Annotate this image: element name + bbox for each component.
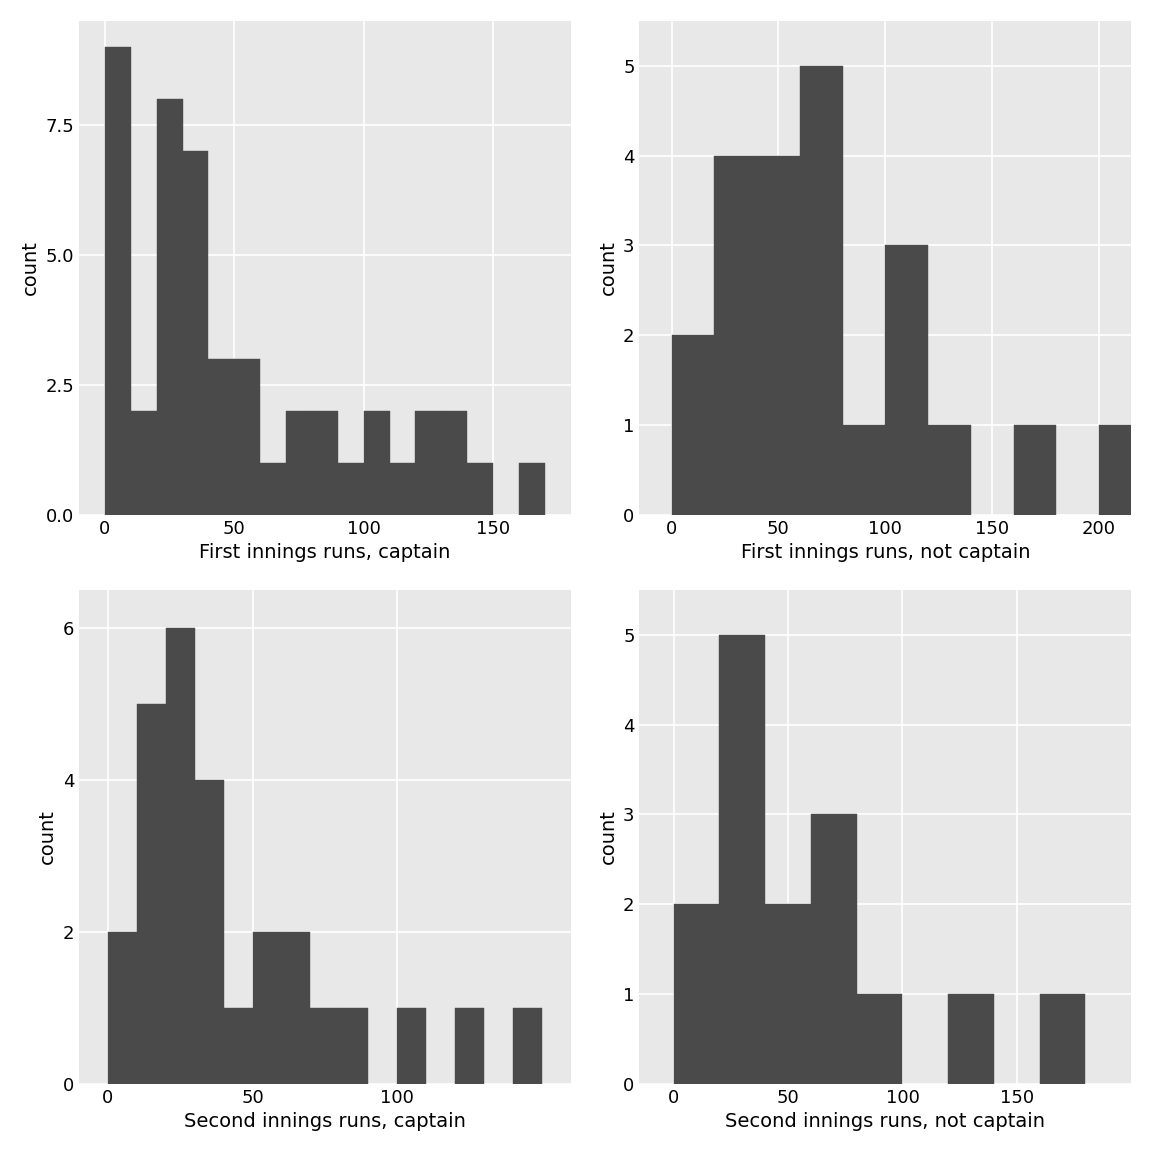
Bar [157, 99, 182, 515]
Bar [672, 335, 714, 515]
X-axis label: Second innings runs, not captain: Second innings runs, not captain [726, 1112, 1045, 1131]
Bar [137, 704, 166, 1084]
Bar [674, 904, 720, 1084]
Bar [131, 411, 157, 515]
Bar [1040, 994, 1085, 1084]
Bar [310, 1008, 340, 1084]
Bar [842, 425, 885, 515]
Y-axis label: count: count [21, 241, 40, 295]
Bar [312, 411, 338, 515]
Bar [518, 463, 545, 515]
Bar [416, 411, 441, 515]
Bar [811, 814, 857, 1084]
Bar [108, 932, 137, 1084]
Bar [397, 1008, 426, 1084]
Y-axis label: count: count [38, 810, 58, 864]
Bar [1099, 425, 1142, 515]
Bar [209, 358, 234, 515]
Bar [513, 1008, 541, 1084]
Bar [364, 411, 389, 515]
Bar [340, 1008, 369, 1084]
Bar [441, 411, 468, 515]
Bar [389, 463, 416, 515]
Bar [223, 1008, 252, 1084]
Bar [455, 1008, 484, 1084]
Bar [799, 66, 842, 515]
Bar [948, 994, 994, 1084]
Bar [234, 358, 260, 515]
Bar [765, 904, 811, 1084]
Y-axis label: count: count [599, 810, 617, 864]
X-axis label: Second innings runs, captain: Second innings runs, captain [184, 1112, 465, 1131]
X-axis label: First innings runs, captain: First innings runs, captain [199, 543, 450, 562]
Bar [338, 463, 364, 515]
Bar [281, 932, 310, 1084]
Bar [195, 780, 223, 1084]
X-axis label: First innings runs, not captain: First innings runs, not captain [741, 543, 1030, 562]
Bar [260, 463, 286, 515]
Bar [720, 635, 765, 1084]
Bar [468, 463, 493, 515]
Bar [1014, 425, 1056, 515]
Bar [252, 932, 281, 1084]
Y-axis label: count: count [599, 241, 617, 295]
Bar [929, 425, 971, 515]
Bar [885, 245, 929, 515]
Bar [757, 156, 799, 515]
Bar [857, 994, 902, 1084]
Bar [714, 156, 757, 515]
Bar [286, 411, 312, 515]
Bar [182, 151, 209, 515]
Bar [105, 47, 131, 515]
Bar [166, 628, 195, 1084]
